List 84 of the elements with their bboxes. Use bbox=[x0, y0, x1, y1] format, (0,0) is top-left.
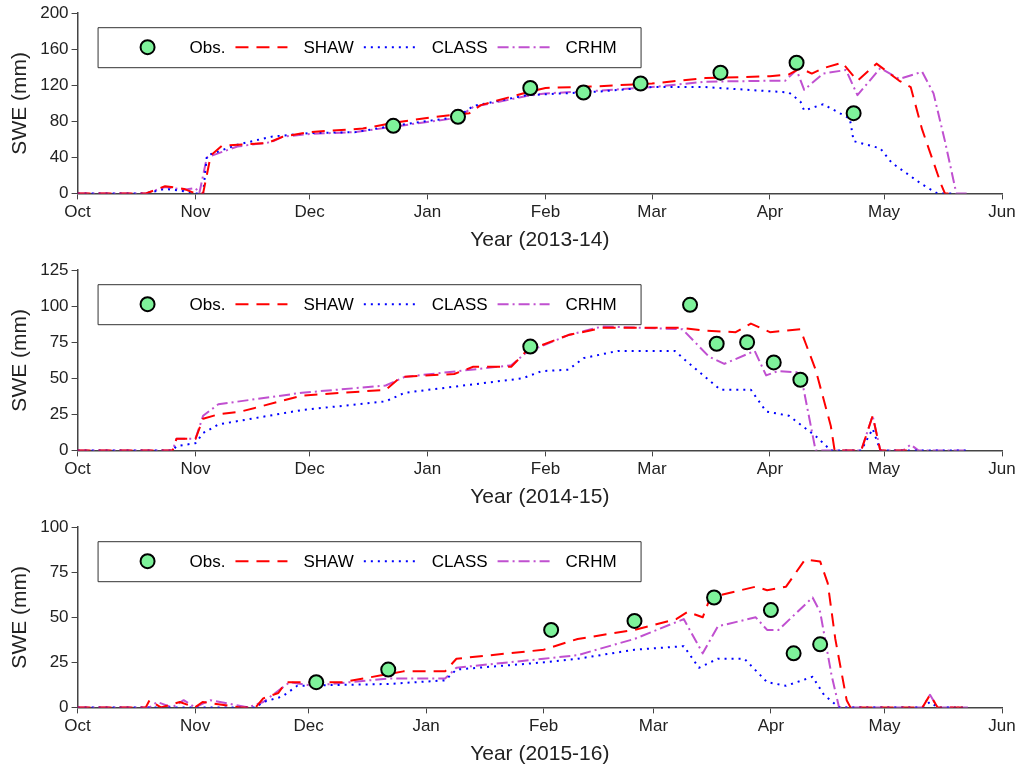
point bbox=[543, 621, 560, 638]
y-tick-label: 0 bbox=[59, 183, 69, 203]
x-tick-label: Dec bbox=[294, 459, 326, 479]
y-tick-label: 25 bbox=[49, 652, 69, 672]
x-tick-label: May bbox=[868, 459, 901, 479]
y-tick-label: 125 bbox=[40, 259, 69, 279]
x-tick-label: Apr bbox=[756, 202, 784, 222]
x-tick-label: Jan bbox=[413, 202, 442, 222]
y-tick-label: 200 bbox=[40, 2, 69, 22]
point bbox=[706, 589, 723, 606]
y-tick-label: 160 bbox=[40, 38, 69, 58]
x-tick-label: Nov bbox=[179, 716, 211, 736]
y-tick-label: 75 bbox=[49, 331, 69, 351]
y-tick-label: 25 bbox=[49, 404, 69, 424]
x-axis-title: Year (2015-16) bbox=[470, 741, 610, 765]
y-axis-title: SWE (mm) bbox=[7, 565, 31, 669]
legend-label: SHAW bbox=[303, 37, 354, 57]
y-tick-label: 75 bbox=[49, 561, 69, 581]
y-tick-label: 50 bbox=[49, 606, 69, 626]
point bbox=[308, 674, 325, 691]
point bbox=[449, 108, 466, 125]
legend-label: CLASS bbox=[431, 294, 488, 314]
x-tick-label: Oct bbox=[64, 202, 92, 222]
x-tick-label: Jun bbox=[988, 459, 1016, 479]
x-tick-label: May bbox=[868, 202, 901, 222]
legend-label: SHAW bbox=[303, 551, 354, 571]
point bbox=[708, 335, 725, 352]
x-tick-label: Jan bbox=[412, 716, 440, 736]
y-tick-label: 50 bbox=[49, 368, 69, 388]
x-tick-label: Mar bbox=[637, 459, 667, 479]
legend-label: Obs. bbox=[189, 551, 226, 571]
x-tick-label: Apr bbox=[756, 459, 784, 479]
point bbox=[788, 54, 805, 71]
y-tick-label: 0 bbox=[59, 440, 69, 460]
legend-label: CLASS bbox=[431, 551, 488, 571]
legend-label: CRHM bbox=[565, 294, 617, 314]
legend-label: CLASS bbox=[431, 37, 488, 57]
y-tick-label: 0 bbox=[59, 697, 69, 717]
x-tick-label: Oct bbox=[64, 459, 92, 479]
y-tick-label: 100 bbox=[40, 295, 69, 315]
x-tick-label: Dec bbox=[294, 202, 326, 222]
point bbox=[792, 371, 809, 388]
y-tick-label: 120 bbox=[40, 74, 69, 94]
y-axis-title: SWE (mm) bbox=[7, 51, 31, 155]
point bbox=[385, 117, 402, 134]
x-tick-label: Jan bbox=[413, 459, 442, 479]
point bbox=[765, 354, 782, 371]
x-axis-title: Year (2013-14) bbox=[470, 227, 610, 251]
x-tick-label: Feb bbox=[530, 459, 561, 479]
point bbox=[845, 105, 862, 122]
point bbox=[380, 661, 397, 678]
point bbox=[762, 602, 779, 619]
x-axis-title: Year (2014-15) bbox=[470, 484, 610, 508]
point bbox=[785, 645, 802, 662]
x-tick-label: Oct bbox=[64, 716, 92, 736]
point bbox=[522, 79, 539, 96]
legend-label: SHAW bbox=[303, 294, 354, 314]
point bbox=[632, 75, 649, 92]
point bbox=[812, 636, 829, 653]
legend-label: CRHM bbox=[565, 37, 617, 57]
legend-label: Obs. bbox=[189, 294, 226, 314]
point bbox=[575, 84, 592, 101]
legend-label: Obs. bbox=[189, 37, 226, 57]
x-tick-label: Mar bbox=[638, 716, 669, 736]
x-tick-label: Feb bbox=[528, 716, 559, 736]
y-tick-label: 80 bbox=[49, 111, 69, 131]
x-tick-label: Dec bbox=[293, 716, 325, 736]
x-tick-label: Nov bbox=[180, 459, 212, 479]
y-axis-title: SWE (mm) bbox=[7, 308, 31, 412]
x-tick-label: Apr bbox=[757, 716, 785, 736]
x-tick-label: Jun bbox=[988, 716, 1016, 736]
x-tick-label: Nov bbox=[180, 202, 212, 222]
x-tick-label: Jun bbox=[988, 202, 1016, 222]
y-tick-label: 40 bbox=[49, 147, 69, 167]
point bbox=[682, 296, 699, 313]
point bbox=[739, 334, 756, 351]
point bbox=[522, 338, 539, 355]
legend-label: CRHM bbox=[565, 551, 617, 571]
point bbox=[712, 64, 729, 81]
y-tick-label: 100 bbox=[40, 516, 69, 536]
x-tick-label: May bbox=[868, 716, 902, 736]
x-tick-label: Feb bbox=[530, 202, 561, 222]
x-tick-label: Mar bbox=[637, 202, 667, 222]
point bbox=[626, 612, 643, 629]
